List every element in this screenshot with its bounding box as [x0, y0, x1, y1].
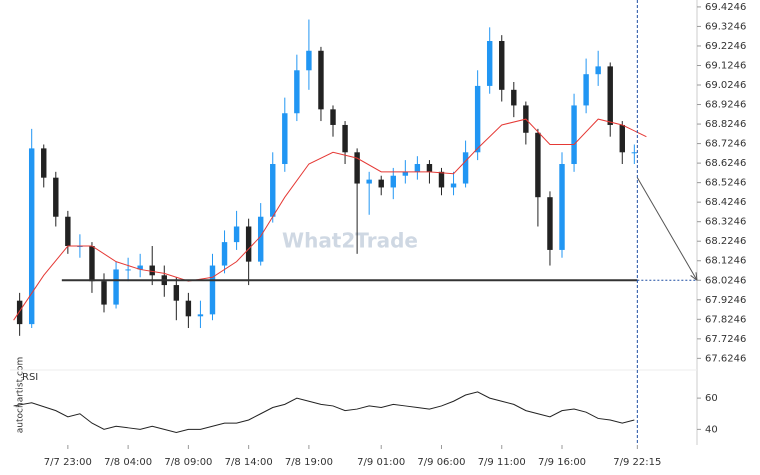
- y-tick-label: 67.8246: [705, 314, 746, 325]
- candle-body: [486, 41, 493, 86]
- y-tick-label: 68.5246: [705, 178, 746, 189]
- candle-body: [402, 171, 409, 176]
- candle-body: [306, 50, 312, 71]
- candle-body: [330, 109, 336, 125]
- candle-body: [559, 164, 565, 250]
- candle-body: [113, 269, 119, 305]
- y-tick-label: 60: [705, 393, 718, 404]
- y-tick-label: 68.2246: [705, 236, 746, 247]
- candle-body: [173, 285, 180, 301]
- x-tick-label: 7/8 19:00: [285, 457, 333, 468]
- candle-body: [65, 216, 71, 247]
- candle-body: [101, 281, 107, 305]
- candle-body: [607, 66, 613, 125]
- y-tick-label: 67.6246: [705, 353, 746, 364]
- y-tick-label: 68.9246: [705, 100, 746, 111]
- candle-body: [462, 152, 469, 184]
- candle-body: [270, 164, 276, 217]
- x-tick-label: 7/9 01:00: [357, 457, 405, 468]
- y-tick-label: 68.7246: [705, 139, 746, 150]
- candle-body: [354, 152, 360, 184]
- rsi-title: RSI: [22, 372, 38, 383]
- candle-body: [149, 265, 155, 276]
- x-tick-label: 7/8 09:00: [164, 457, 212, 468]
- candle-body: [631, 152, 638, 154]
- x-tick-label: 7/9 16:00: [538, 457, 586, 468]
- y-tick-label: 69.1246: [705, 60, 746, 71]
- y-tick-label: 69.4246: [705, 2, 746, 13]
- x-tick-label: 7/9 11:00: [478, 457, 526, 468]
- candle-body: [282, 113, 288, 165]
- candle-body: [318, 50, 324, 110]
- candle-body: [137, 265, 143, 270]
- candle-body: [245, 226, 252, 262]
- candle-body: [28, 148, 35, 325]
- candle-body: [571, 105, 577, 165]
- candle-body: [474, 85, 481, 153]
- source-label: autochartist.com: [16, 357, 26, 433]
- x-tick-label: 7/9 22:15: [613, 457, 661, 468]
- y-tick-label: 68.1246: [705, 256, 746, 267]
- candle-body: [89, 246, 95, 282]
- candle-body: [378, 179, 384, 188]
- candle-body: [294, 70, 300, 114]
- y-tick-label: 68.6246: [705, 158, 746, 169]
- rsi-line: [13, 391, 635, 434]
- candle-body: [511, 89, 517, 106]
- x-tick-label: 7/7 23:00: [44, 457, 92, 468]
- forecast-arrow: [636, 177, 698, 281]
- x-tick-label: 7/8 04:00: [104, 457, 152, 468]
- candle-body: [414, 164, 421, 172]
- candle-body: [41, 148, 47, 178]
- candle-body: [390, 175, 396, 188]
- candle-body: [535, 132, 541, 198]
- candle-body: [209, 265, 216, 315]
- candle-body: [426, 164, 433, 172]
- candle-body: [583, 74, 589, 106]
- candle-body: [619, 124, 625, 153]
- x-tick-label: 7/9 06:00: [417, 457, 465, 468]
- y-tick-label: 68.0246: [705, 275, 746, 286]
- x-tick-label: 7/8 14:00: [225, 457, 273, 468]
- y-tick-label: 67.7246: [705, 334, 746, 345]
- candle-body: [547, 197, 553, 250]
- candle-body: [257, 216, 264, 262]
- y-tick-label: 68.8246: [705, 119, 746, 130]
- moving-average: [13, 118, 647, 321]
- candle-body: [499, 41, 505, 90]
- y-tick-label: 68.3246: [705, 217, 746, 228]
- y-tick-label: 69.0246: [705, 80, 746, 91]
- candle-body: [221, 242, 228, 266]
- watermark: What2Trade: [282, 229, 418, 253]
- candle-body: [197, 314, 204, 317]
- candle-body: [16, 300, 23, 325]
- y-tick-label: 67.9246: [705, 295, 746, 306]
- candle-body: [125, 269, 131, 271]
- candle-body: [438, 171, 445, 188]
- candle-body: [185, 300, 192, 317]
- candle-body: [450, 183, 457, 188]
- y-tick-label: 40: [705, 424, 718, 435]
- arrow-head: [690, 272, 698, 281]
- candle-body: [53, 177, 59, 217]
- y-tick-label: 68.4246: [705, 197, 746, 208]
- candle-body: [366, 179, 372, 184]
- candle-body: [595, 66, 601, 75]
- candle-body: [342, 124, 348, 153]
- candle-body: [233, 226, 240, 243]
- y-tick-label: 69.3246: [705, 21, 746, 32]
- y-tick-label: 69.2246: [705, 41, 746, 52]
